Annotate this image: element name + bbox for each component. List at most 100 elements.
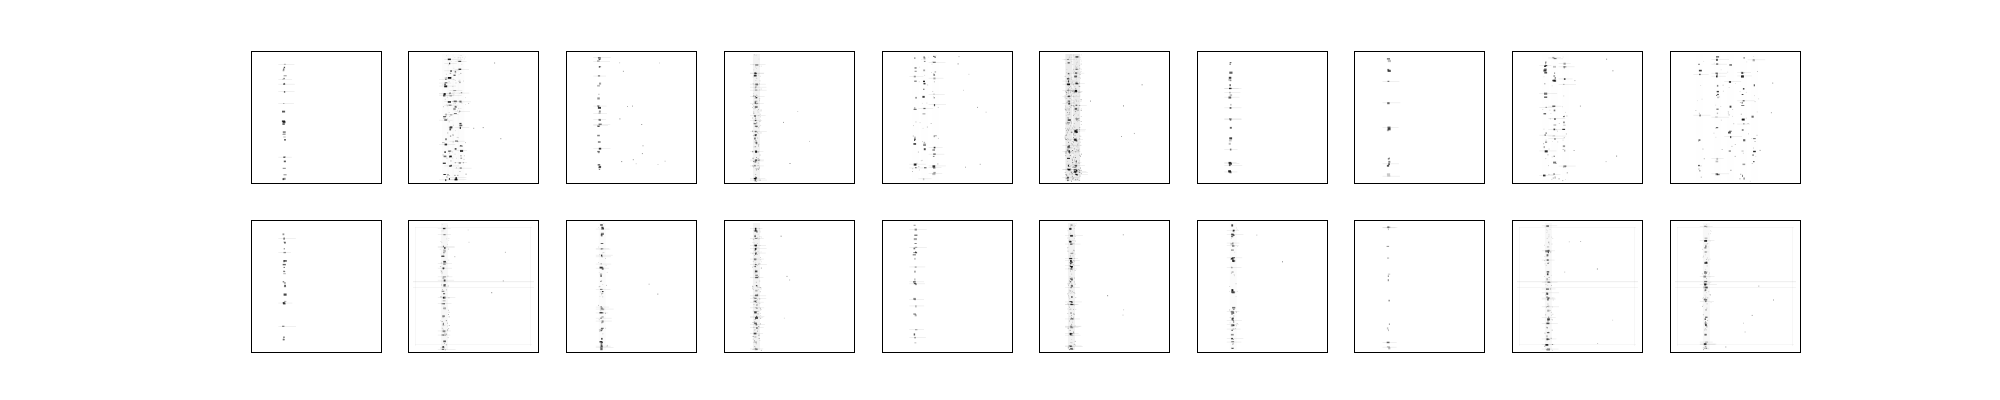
haze-speckle: [1551, 344, 1553, 345]
image-dot: [1074, 89, 1078, 92]
image-dot: [443, 263, 446, 265]
image-dot: [914, 314, 917, 317]
haze-speckle: [757, 233, 759, 235]
haze-speckle: [456, 136, 458, 138]
image-dot: [1741, 71, 1744, 74]
haze-speckle: [459, 57, 461, 58]
image-dot: [754, 130, 757, 132]
haze-speckle: [1074, 277, 1075, 279]
image-dot: [1229, 119, 1232, 121]
haze-speckle: [927, 84, 929, 86]
side-dot: [786, 275, 788, 277]
haze-speckle: [1066, 72, 1068, 74]
image-dot: [754, 119, 757, 122]
haze-speckle: [757, 328, 759, 330]
haze-speckle: [1066, 139, 1068, 141]
image-dot: [1552, 56, 1555, 59]
image-dot: [1231, 233, 1234, 236]
haze-speckle: [756, 299, 758, 301]
haze-speckle: [446, 77, 447, 78]
haze-speckle: [444, 324, 446, 326]
haze-speckle: [447, 325, 448, 327]
haze-speckle: [758, 159, 759, 161]
image-tick: [1558, 165, 1576, 167]
haze-speckle: [1708, 282, 1710, 284]
haze-speckle: [1071, 315, 1072, 316]
haze-speckle: [1070, 131, 1072, 133]
image-tick: [1539, 175, 1555, 176]
haze-speckle: [1706, 323, 1708, 324]
image-tick: [1226, 245, 1239, 246]
haze-speckle: [752, 104, 754, 105]
haze-speckle: [759, 231, 761, 233]
image-dot: [1075, 83, 1079, 85]
haze-speckle: [1071, 323, 1073, 325]
image-tick: [1224, 162, 1237, 163]
haze-speckle: [1072, 72, 1074, 74]
haze-speckle: [759, 307, 761, 309]
haze-speckle: [1236, 290, 1238, 292]
image-dot: [913, 297, 916, 300]
haze-speckle: [755, 96, 757, 98]
side-dot: [494, 62, 496, 64]
haze-speckle: [924, 74, 926, 76]
image-dot: [1704, 283, 1707, 286]
image-dot: [1232, 324, 1235, 327]
haze-speckle: [454, 102, 456, 104]
haze-speckle: [1068, 85, 1069, 87]
haze-speckle: [758, 167, 760, 169]
image-dot: [754, 311, 757, 314]
haze-speckle: [1704, 329, 1706, 331]
image-dot: [1387, 102, 1390, 105]
haze-speckle: [757, 310, 758, 312]
haze-speckle: [758, 151, 759, 153]
haze-speckle: [1727, 113, 1729, 115]
haze-speckle: [1072, 55, 1074, 57]
image-dot: [1231, 257, 1235, 259]
image-tick: [1699, 301, 1714, 302]
haze-speckle: [754, 329, 756, 330]
haze-speckle: [446, 262, 448, 264]
image-dot: [934, 56, 936, 58]
haze-speckle: [1734, 83, 1736, 84]
haze-speckle: [755, 80, 757, 81]
image-dot: [283, 156, 286, 158]
image-dot: [1716, 75, 1718, 78]
image-tick: [750, 103, 764, 104]
image-tick: [750, 72, 765, 74]
image-dot: [1547, 297, 1550, 299]
haze-speckle: [1558, 123, 1560, 124]
haze-speckle: [446, 238, 448, 240]
image-tick: [595, 263, 612, 265]
image-tick: [1224, 88, 1239, 89]
haze-speckle: [1073, 228, 1075, 229]
image-dot: [283, 174, 287, 176]
image-dot: [1704, 271, 1707, 273]
haze-speckle: [1704, 298, 1706, 299]
haze-speckle: [1070, 232, 1071, 234]
image-dot: [1553, 109, 1556, 112]
image-dot: [1387, 128, 1391, 131]
image-dot: [1554, 118, 1556, 120]
haze-speckle: [1547, 303, 1549, 305]
haze-speckle: [753, 341, 755, 343]
side-dot: [1751, 314, 1753, 316]
image-dot: [1228, 140, 1232, 142]
haze-speckle: [1072, 166, 1074, 168]
haze-speckle: [1071, 143, 1073, 145]
haze-speckle: [1233, 261, 1235, 263]
haze-speckle: [1080, 155, 1081, 157]
haze-speckle: [1073, 54, 1075, 56]
image-dot: [1069, 262, 1072, 265]
haze-band: [413, 281, 534, 283]
haze-speckle: [1069, 320, 1070, 322]
image-dot: [1068, 108, 1070, 111]
haze-speckle: [1706, 278, 1707, 280]
image-dot: [1075, 160, 1077, 163]
image-dot: [1075, 68, 1078, 70]
haze-speckle: [1740, 173, 1742, 175]
haze-speckle: [1073, 96, 1075, 98]
image-dot: [756, 304, 758, 306]
image-dot: [1547, 309, 1550, 312]
image-dot: [1705, 245, 1707, 248]
